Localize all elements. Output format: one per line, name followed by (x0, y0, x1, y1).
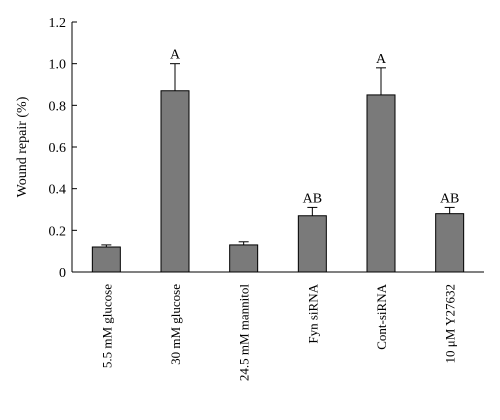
bars: A AB A AB (91, 48, 465, 273)
x-category-label: Cont-siRNA (374, 283, 389, 349)
x-axis: 5.5 mM glucose 30 mM glucose 24.5 mM manni… (72, 271, 484, 382)
data-label: A (170, 48, 181, 63)
data-label: AB (440, 191, 459, 206)
x-category-label: 10 μM Y27632 (443, 284, 458, 363)
y-tick-label: 1.0 (49, 58, 67, 73)
y-axis: 0 0.2 0.4 0.6 0.8 1.0 1.2 (49, 16, 77, 281)
x-category-label: 30 mM glucose (168, 284, 183, 365)
y-tick-label: 0.6 (49, 141, 67, 156)
bar (366, 94, 396, 273)
y-tick-label: 0 (59, 266, 66, 281)
y-tick-label: 1.2 (49, 16, 67, 31)
bar (160, 90, 190, 273)
x-category-label: 24.5 mM mannitol (237, 284, 252, 382)
y-tick-label: 0.4 (49, 183, 67, 198)
x-category-label: 5.5 mM glucose (99, 284, 114, 368)
data-label: A (376, 52, 387, 67)
bar (435, 213, 465, 273)
y-axis-label: Wound repair (%) (15, 96, 30, 197)
bar (91, 246, 121, 273)
data-label: AB (303, 191, 322, 206)
y-tick-label: 0.2 (49, 224, 67, 239)
y-tick-label: 0.8 (49, 99, 67, 114)
bar (229, 244, 259, 273)
bar (297, 215, 327, 273)
x-category-label: Fyn siRNA (305, 283, 320, 343)
